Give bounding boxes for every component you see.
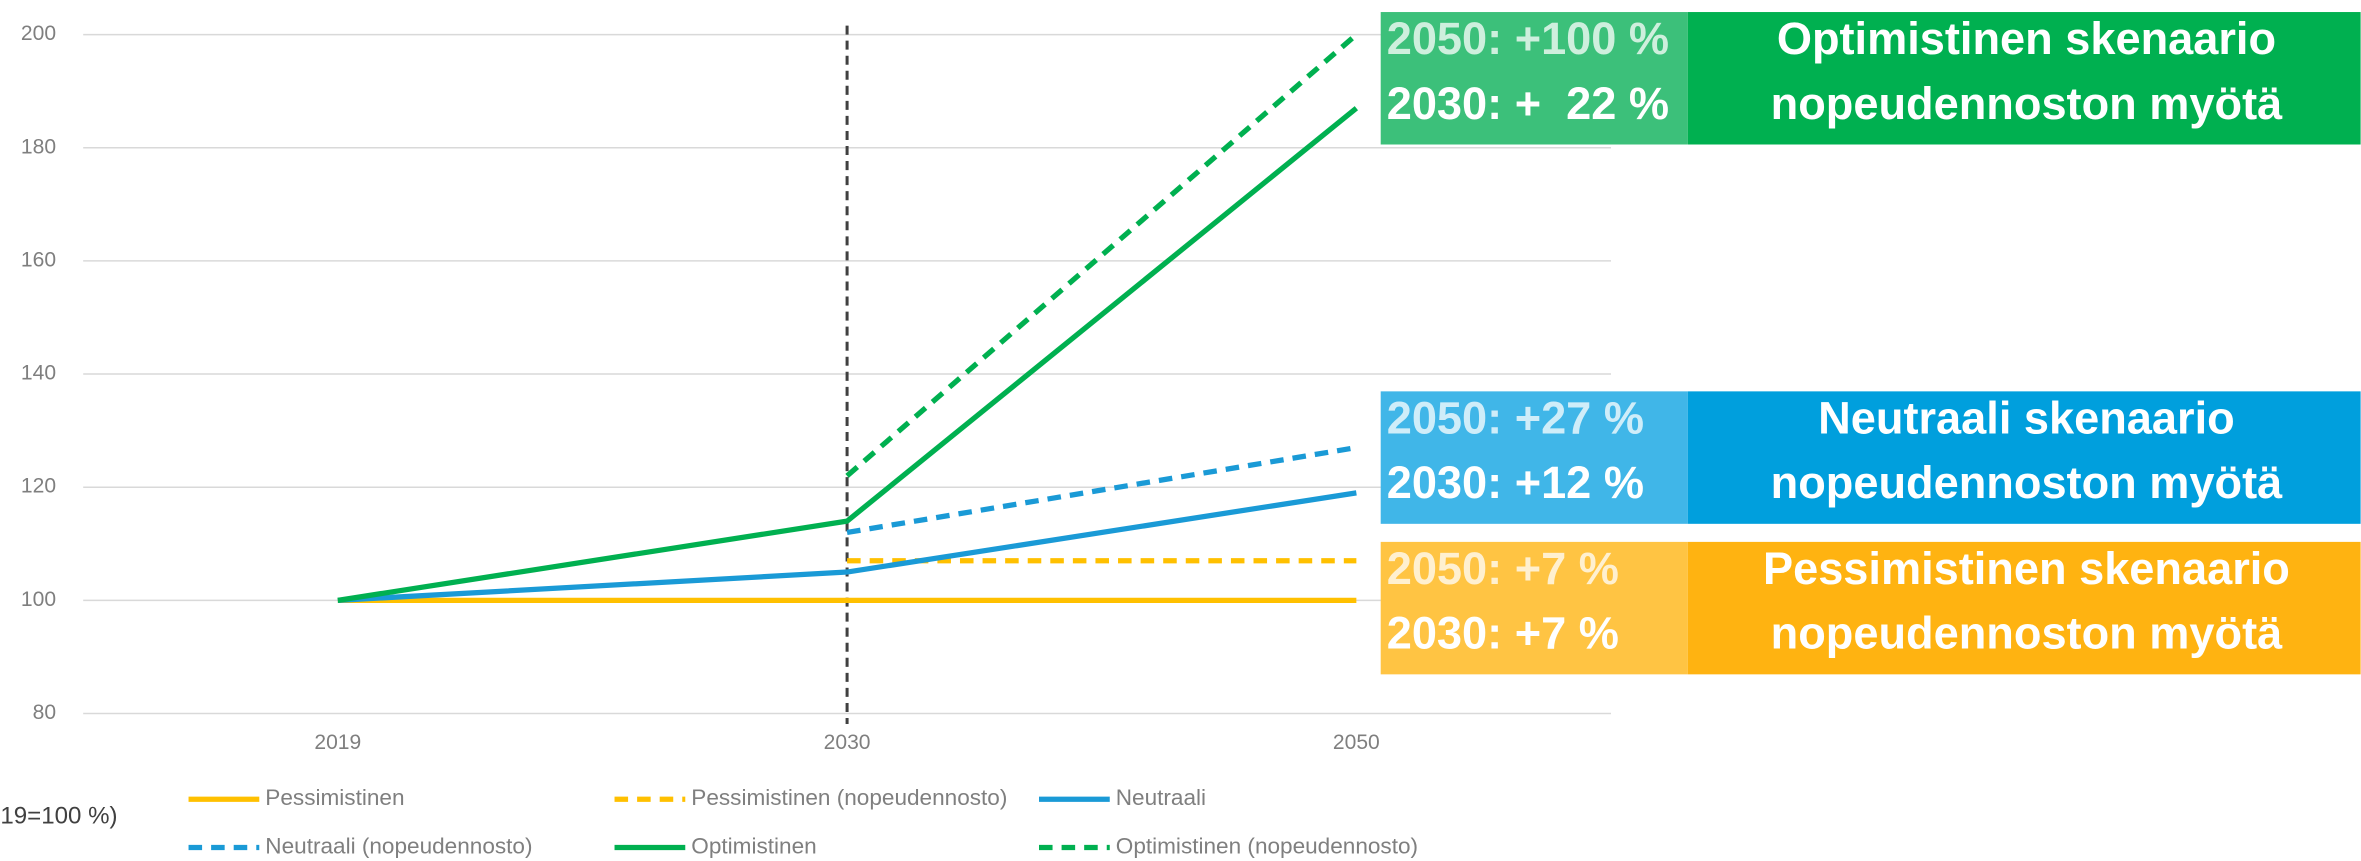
annotation-figure: 2030: +12 % (1387, 457, 1644, 508)
series-line (337, 490, 1357, 603)
series-line (337, 106, 1359, 603)
y-tick-label: 180 (21, 135, 56, 158)
series-line (845, 32, 1359, 478)
annotation-title: nopeudennoston myötä (1771, 457, 2283, 508)
legend-label: Pessimistinen (nopeudennosto) (691, 785, 1007, 810)
annotation-title: Pessimistinen skenaario (1763, 543, 2290, 594)
annotation-figure: 2050: +27 % (1387, 392, 1644, 443)
annotation-box-left (1380, 12, 1688, 145)
y-tick-label: 100 (21, 588, 56, 611)
y-tick-label: 200 (21, 22, 56, 45)
annotation-title: nopeudennoston myötä (1771, 608, 2283, 659)
annotation-box-right (1687, 391, 2361, 524)
x-tick-label: 2019 (314, 731, 361, 754)
legend-label: Optimistinen (nopeudennosto) (1116, 833, 1418, 858)
x-tick-label: 2030 (824, 731, 871, 754)
annotation-box-right (1687, 541, 2361, 675)
legend-label: Neutraali (1116, 785, 1206, 810)
y-tick-label: 160 (21, 248, 56, 271)
y-tick-label: 140 (21, 362, 56, 385)
annotation-box-right (1687, 12, 2361, 145)
annotation-title: Optimistinen skenaario (1777, 13, 2276, 64)
legend-label: Neutraali (nopeudennosto) (265, 833, 532, 858)
y-tick-label: 120 (21, 475, 56, 498)
legend-label: Pessimistinen (265, 785, 404, 810)
annotation-figure: 2030: +7 % (1387, 608, 1619, 659)
y-tick-label: 80 (33, 701, 56, 724)
legend-label: Optimistinen (691, 833, 816, 858)
y-axis-label: 19=100 %) (0, 803, 117, 830)
annotation-figure: 2050: +7 % (1387, 543, 1619, 594)
annotation-box-left (1380, 391, 1688, 524)
annotation-figure: 2030: + 22 % (1387, 78, 1669, 129)
annotation-title: Neutraali skenaario (1818, 392, 2235, 443)
x-tick-label: 2050 (1333, 731, 1380, 754)
annotation-title: nopeudennoston myötä (1771, 78, 2283, 129)
annotation-box-left (1380, 541, 1688, 675)
series-line (846, 444, 1357, 536)
annotation-figure: 2050: +100 % (1387, 13, 1669, 64)
